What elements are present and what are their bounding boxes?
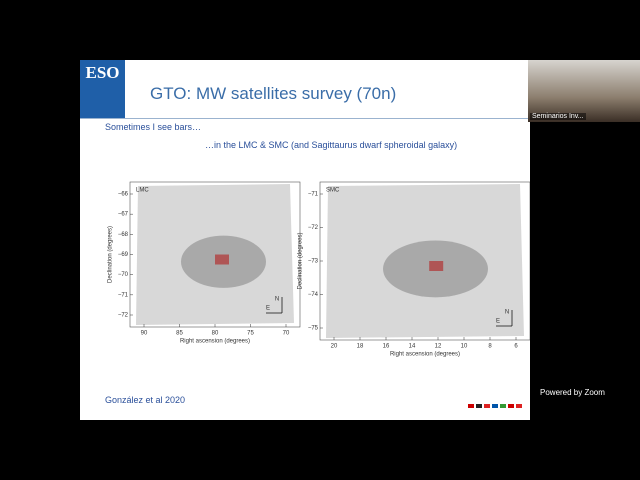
x-tick-label: 10: [461, 344, 468, 350]
reference: González et al 2020: [105, 395, 186, 405]
flag: [484, 404, 490, 408]
x-axis-label: Right ascension (degrees): [180, 339, 250, 345]
slide-title: GTO: MW satellites survey (70n): [150, 84, 397, 103]
y-axis-label: Declination (degrees): [108, 226, 114, 283]
x-tick-label: 20: [331, 344, 338, 350]
y-tick-label: −71: [118, 292, 129, 298]
bar-region: [429, 261, 444, 271]
bar-region: [215, 254, 229, 265]
x-tick-label: 75: [247, 331, 254, 337]
x-tick-label: 70: [283, 331, 290, 337]
flag: [492, 404, 498, 408]
flag: [476, 404, 482, 408]
y-tick-label: −66: [118, 192, 129, 198]
subtitle: Sometimes I see bars…: [105, 122, 202, 132]
y-axis-label: Declination (degrees): [298, 232, 304, 289]
flag: [508, 404, 514, 408]
compass-east: E: [266, 306, 270, 312]
y-tick-label: −70: [118, 272, 129, 278]
x-tick-label: 90: [141, 331, 148, 337]
y-tick-label: −75: [308, 326, 319, 332]
compass-north: N: [505, 310, 509, 316]
subtitle: …in the LMC & SMC (and Sagittaurus dwarf…: [205, 140, 458, 150]
flags: [468, 404, 522, 408]
y-tick-label: −72: [308, 225, 319, 231]
y-tick-label: −73: [308, 259, 319, 265]
y-tick-label: −69: [118, 252, 129, 258]
flag: [516, 404, 522, 408]
zoom-watermark: Powered by Zoom: [540, 388, 605, 397]
title-rule: [80, 118, 530, 119]
flag: [468, 404, 474, 408]
x-tick-label: 6: [514, 344, 518, 350]
y-tick-label: −68: [118, 232, 129, 238]
y-tick-label: −71: [308, 192, 319, 198]
flag: [500, 404, 506, 408]
x-tick-label: 12: [435, 344, 442, 350]
plot-label: SMC: [326, 188, 340, 194]
x-tick-label: 16: [383, 344, 390, 350]
x-tick-label: 80: [212, 331, 219, 337]
video-thumbnail[interactable]: Seminarios Inv...: [528, 60, 640, 122]
participant-name: Seminarios Inv...: [530, 113, 586, 120]
figure: LMC −66 −67 −68 −69 −70 −71 −72 90 85 80 75 70 Right …: [108, 181, 530, 358]
y-tick-label: −67: [118, 212, 129, 218]
x-tick-label: 18: [357, 344, 364, 350]
compass-north: N: [275, 297, 279, 303]
eso-logo: ESO: [80, 60, 125, 118]
y-tick-label: −74: [308, 292, 319, 298]
slide: ESO GTO: MW satellites survey (70n) Some…: [80, 60, 530, 420]
compass-east: E: [496, 319, 500, 325]
y-tick-label: −72: [118, 313, 129, 319]
x-tick-label: 14: [409, 344, 416, 350]
x-tick-label: 85: [176, 331, 183, 337]
x-axis-label: Right ascension (degrees): [390, 352, 460, 358]
x-tick-label: 8: [488, 344, 492, 350]
plot-label: LMC: [136, 188, 149, 194]
